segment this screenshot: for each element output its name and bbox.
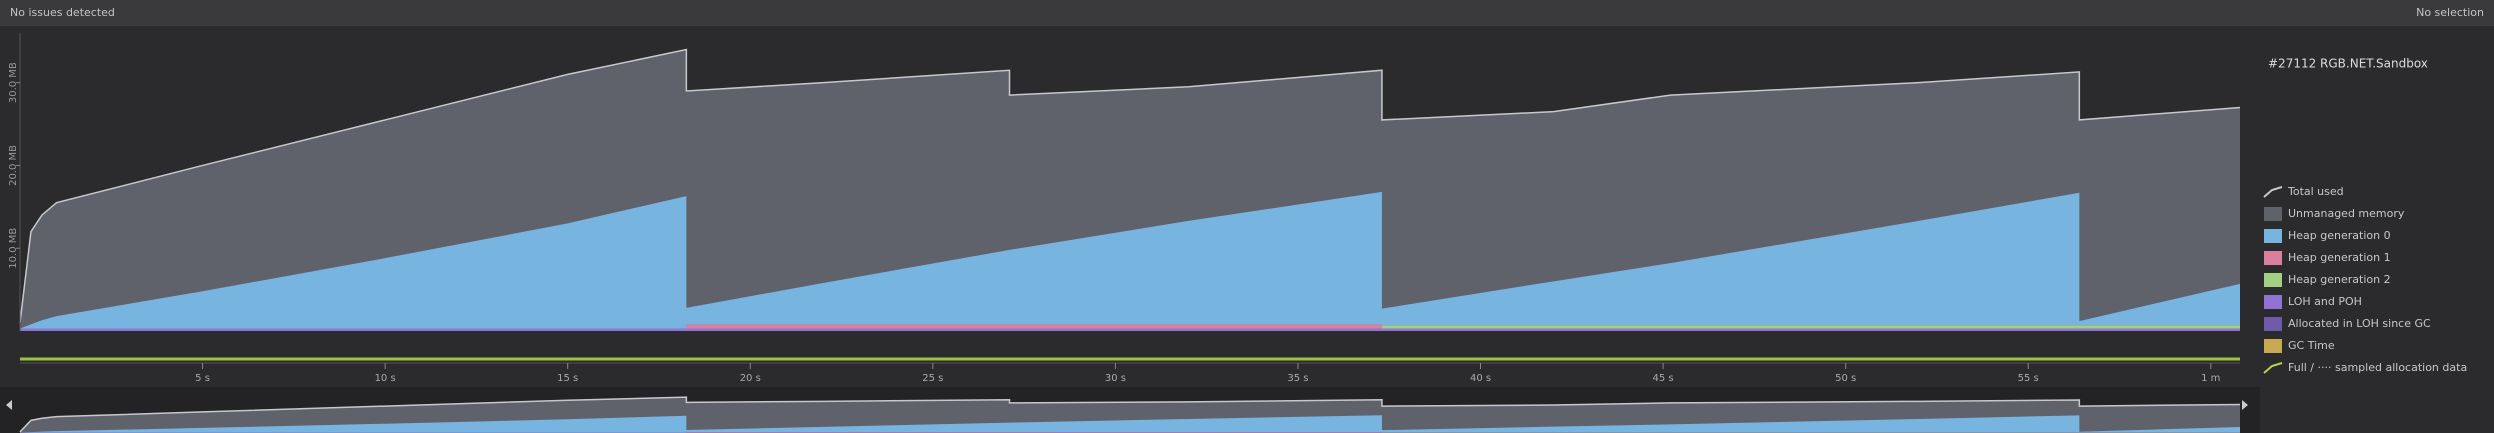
legend-label: Unmanaged memory [2288,207,2405,220]
status: No issues detected [10,6,115,19]
y-tick-label: 10.0 MB [8,228,19,269]
x-tick-label: 15 s [557,373,578,384]
legend-swatch [2264,317,2282,331]
x-tick-label: 25 s [922,373,943,384]
legend-label: Total used [2287,185,2344,198]
legend-label: Heap generation 0 [2288,229,2391,242]
legend-swatch [2264,273,2282,287]
x-tick-label: 20 s [740,373,761,384]
legend-swatch [2264,207,2282,221]
total-line [19,396,2241,433]
heap-area [20,325,2240,329]
scroll-right[interactable] [2242,400,2248,410]
x-tick-label: 5 s [195,373,210,384]
legend-swatch [2263,186,2283,198]
x-tick-label: 1 m [2201,373,2220,384]
legend-label: Full / ···· sampled allocation data [2288,361,2467,374]
x-tick-label: 40 s [1470,373,1491,384]
legend-swatch [2264,339,2282,353]
legend-label: Heap generation 2 [2288,273,2391,286]
heap-area [20,432,2240,433]
selection[interactable]: No selection [2416,6,2484,19]
process-name: #27112 RGB.NET.Sandbox [2268,57,2428,71]
legend-swatch [2264,295,2282,309]
heap-area [20,324,2240,329]
x-tick-label: 30 s [1105,373,1126,384]
y-tick-label: 20.0 MB [8,145,19,186]
legend-label: LOH and POH [2288,295,2362,308]
heap-area [20,191,2240,329]
x-tick-label: 55 s [2018,373,2039,384]
legend-label: Allocated in LOH since GC [2288,317,2431,330]
status-bar [0,0,2494,26]
heap-area [20,328,2240,331]
legend-label: GC Time [2288,339,2335,352]
x-tick-label: 10 s [375,373,396,384]
heap-area [20,415,2240,433]
legend-swatch [2264,251,2282,265]
y-tick-label: 30.0 MB [8,62,19,103]
scroll-left[interactable] [6,400,12,410]
x-tick-label: 45 s [1653,373,1674,384]
x-tick-label: 50 s [1835,373,1856,384]
x-tick-label: 35 s [1287,373,1308,384]
total-line [19,48,2241,323]
legend-swatch [2264,229,2282,243]
legend-swatch [2263,362,2283,374]
legend-label: Heap generation 1 [2288,251,2391,264]
